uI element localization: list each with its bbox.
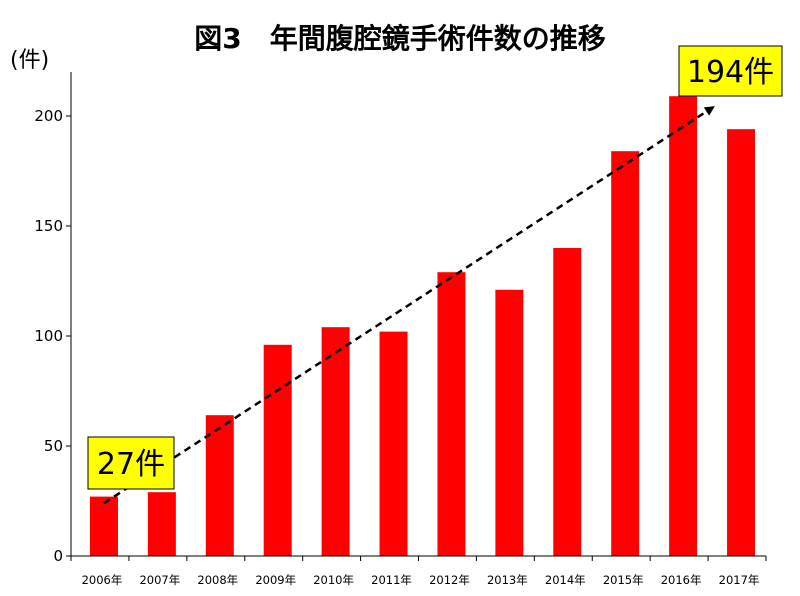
x-tick-label: 2016年 (661, 573, 702, 587)
x-tick-label: 2012年 (429, 573, 470, 587)
bar-2012年 (437, 272, 466, 556)
y-tick-label: 50 (44, 437, 63, 455)
bar-2006年 (89, 496, 118, 556)
callout-box (87, 436, 175, 490)
bar-2016年 (669, 96, 698, 556)
bar-2008年 (205, 415, 234, 556)
bar-2011年 (379, 331, 408, 556)
trend-arrow (103, 106, 715, 505)
x-tick-label: 2014年 (545, 573, 586, 587)
x-tick-label: 2006年 (82, 573, 123, 587)
bar-2009年 (263, 344, 292, 556)
x-tick-label: 2017年 (719, 573, 760, 587)
x-tick-label: 2013年 (487, 573, 528, 587)
bar-2014年 (553, 248, 582, 556)
x-tick-label: 2010年 (313, 573, 354, 587)
x-tick-label: 2007年 (139, 573, 180, 587)
bar-2017年 (727, 129, 756, 556)
annotations-group: 27件 194件 (87, 45, 783, 490)
y-tick-label: 0 (53, 547, 63, 565)
chart-title: 図3 年間腹腔鏡手術件数の推移 (194, 22, 605, 55)
trend-group (103, 106, 715, 505)
y-axis-unit: (件) (10, 48, 49, 73)
x-tick-label: 2011年 (371, 573, 412, 587)
y-tick-label: 100 (34, 327, 63, 345)
axes-group: 0 50 100 150 200 2006年 2007年 2008年 2009年 2010年 201… (34, 72, 767, 587)
bar-2007年 (147, 492, 176, 556)
x-tick-label: 2008年 (197, 573, 238, 587)
callout-box (678, 45, 783, 97)
bars-group (89, 96, 756, 556)
callout-label: 194件 (687, 55, 774, 90)
y-tick-label: 200 (34, 107, 63, 125)
bar-2015年 (611, 151, 640, 556)
callout-label: 27件 (97, 447, 165, 482)
bar-2010年 (321, 327, 350, 556)
x-tick-label: 2009年 (255, 573, 296, 587)
x-tick-label: 2015年 (603, 573, 644, 587)
y-tick-label: 150 (34, 217, 63, 235)
bar-2013年 (495, 289, 524, 556)
